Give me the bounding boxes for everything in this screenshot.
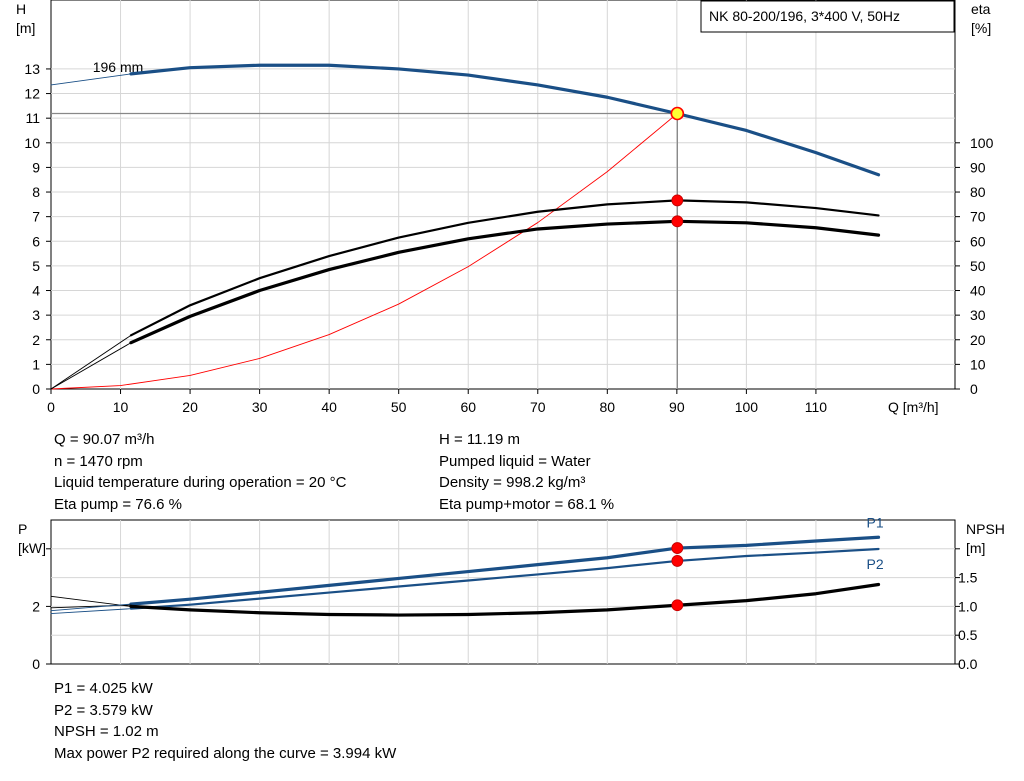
series-line-6 [50,603,132,612]
operating-info-right: H = 11.19 m Pumped liquid = Water Densit… [439,429,614,515]
y2-axis-label-line-1: [%] [971,20,991,36]
y-tick-label: 3 [32,307,40,323]
y2-axis-label-line-1: [m] [966,540,985,556]
y2-tick-label: 0.5 [958,627,978,643]
y2-tick-label: 60 [970,233,986,249]
y2-axis-label-line-0: eta [971,1,991,17]
series-line-0 [129,535,881,606]
x-tick-label: 100 [735,399,759,415]
operating-info-left: Q = 90.07 m³/h n = 1470 rpm Liquid tempe… [54,429,346,515]
pump-curve-chart: 0 10 20 30 40 50 60 70 80 90 100 110012345678910111… [16,0,994,415]
series-line-6 [50,342,132,390]
y-tick-label: 5 [32,258,40,274]
series-line-2 [50,113,678,390]
plot-frame [50,0,956,390]
power-marker-2 [671,599,684,612]
y2-tick-label: 30 [970,307,986,323]
y-axis-label-line-0: P [18,521,27,537]
plot-frame [50,519,956,665]
info-q: Q = 90.07 m³/h [54,431,155,448]
y2-tick-label: 0.0 [958,656,978,672]
y-tick-label: 0 [32,381,40,397]
curve-annotation: 196 mm [93,59,144,75]
y-axis-label-line-0: H [16,1,26,17]
info-density: Density = 998.2 kg/m³ [439,474,586,491]
y-tick-label: 4 [32,283,40,299]
eta-marker-0 [671,194,684,207]
y2-tick-label: 1.0 [958,598,978,614]
y2-tick-label: 70 [970,209,986,225]
y2-tick-label: 100 [970,135,994,151]
info-speed: n = 1470 rpm [54,452,143,470]
info-liquid: Pumped liquid = Water [439,452,591,470]
x-tick-label: 80 [600,399,616,415]
power-info: P1 = 4.025 kW P2 = 3.579 kW NPSH = 1.02 … [54,678,396,764]
x-tick-label: 20 [182,399,198,415]
y-tick-label: 8 [32,184,40,200]
chart-title: NK 80-200/196, 3*400 V, 50Hz [709,8,900,24]
series-line-3 [50,595,132,607]
series-line-5 [50,334,132,390]
y-tick-label: 10 [24,135,40,151]
power-marker-0 [671,542,684,554]
power-marker-1 [671,555,684,567]
y2-tick-label: 1.5 [958,570,978,586]
x-tick-label: 110 [805,399,828,415]
y2-axis-label-line-0: NPSH [966,521,1005,537]
info-head: H = 11.19 m [439,431,521,448]
y-tick-label: 12 [24,86,40,102]
eta-marker-1 [671,215,684,228]
info-eta-pump: Eta pump = 76.6 % [54,495,182,513]
power-npsh-chart: 0 2 0.0 0.5 1.0 1.5 P [kW] NPSH [m] P1 P2 [18,514,1005,672]
info-temperature: Liquid temperature during operation = 20… [54,474,347,491]
info-p1: P1 = 4.025 kW [54,680,153,697]
x-tick-label: 30 [252,399,268,415]
series-line-0 [129,63,881,177]
y-tick-label: 11 [25,110,40,126]
info-npsh: NPSH = 1.02 m [54,723,159,740]
series-line-5 [50,608,132,615]
y-tick-label: 13 [24,61,40,77]
info-max-power: Max power P2 required along the curve = … [54,744,397,762]
info-p2: P2 = 3.579 kW [54,701,153,719]
y-tick-label: 2 [32,332,40,348]
y-axis-label-line-1: [m] [16,20,35,36]
y-tick-label: 1 [32,356,40,372]
y2-tick-label: 10 [970,356,986,372]
x-tick-label: 0 [47,399,55,415]
x-tick-label: 70 [530,399,546,415]
y2-tick-label: 40 [970,283,986,299]
series-label-p2: P2 [867,556,884,572]
series-line-1 [50,73,132,86]
x-axis-label: Q [m³/h] [888,399,939,415]
y2-tick-label: 0 [970,381,978,397]
series-line-1 [129,547,880,610]
y-tick-label: 0 [32,656,40,672]
x-tick-label: 40 [321,399,337,415]
y2-tick-label: 50 [970,258,986,274]
info-eta-total: Eta pump+motor = 68.1 % [439,495,615,513]
operating-point-marker [670,106,685,121]
y-tick-label: 7 [32,209,40,225]
x-tick-label: 10 [113,399,129,415]
y-tick-label: 9 [32,159,40,175]
title-box [700,0,955,33]
x-tick-label: 50 [391,399,407,415]
y2-tick-label: 90 [970,159,986,175]
x-tick-label: 60 [460,399,476,415]
y2-tick-label: 80 [970,184,986,200]
series-line-4 [129,219,881,345]
y-axis-label-line-1: [kW] [18,540,46,556]
y-tick-label: 6 [32,233,40,249]
series-line-2 [129,582,881,617]
y2-tick-label: 20 [970,332,986,348]
series-line-3 [129,199,880,337]
x-tick-label: 90 [669,399,685,415]
series-label-p1: P1 [867,514,884,530]
y-tick-label: 2 [32,598,40,614]
